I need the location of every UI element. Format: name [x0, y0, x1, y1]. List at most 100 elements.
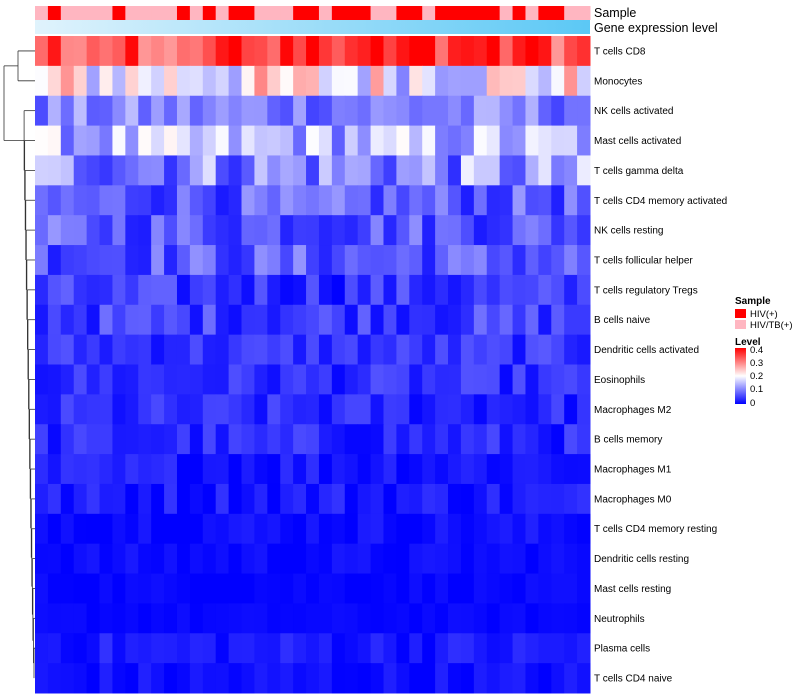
- heatmap-cell: [473, 513, 488, 545]
- heatmap-cell: [383, 424, 397, 455]
- heatmap-cell: [73, 663, 88, 694]
- sample-annotation-cell: [564, 6, 578, 20]
- heatmap-cell: [409, 155, 423, 186]
- heatmap-cell: [512, 454, 526, 485]
- heatmap-cell: [396, 95, 410, 127]
- heatmap-cell: [280, 394, 294, 425]
- heatmap-cell: [306, 65, 320, 97]
- heatmap-cell: [473, 185, 488, 216]
- heatmap-cell: [202, 573, 217, 604]
- heatmap-cell: [383, 274, 397, 306]
- heatmap-cell: [525, 663, 539, 694]
- heatmap-cell: [280, 125, 294, 156]
- row-label: NK cells activated: [594, 106, 673, 117]
- row-label: Neutrophils: [594, 614, 645, 625]
- heatmap-cell: [448, 483, 462, 515]
- heatmap-cell: [409, 513, 423, 545]
- heatmap-cell: [357, 483, 372, 515]
- heatmap-cell: [460, 215, 475, 246]
- heatmap-cell: [396, 364, 410, 395]
- heatmap-cell: [435, 245, 449, 276]
- heatmap-cell: [486, 215, 501, 246]
- heatmap-cell: [202, 483, 217, 515]
- heatmap-cell: [267, 454, 281, 485]
- heatmap-cell: [318, 394, 333, 425]
- heatmap-cell: [473, 483, 488, 515]
- heatmap-cell: [241, 125, 255, 156]
- heatmap-cell: [422, 633, 436, 664]
- heatmap-cell: [460, 663, 475, 694]
- heatmap-cell: [280, 155, 294, 186]
- heatmap-cell: [215, 155, 230, 186]
- heatmap-cell: [176, 513, 191, 545]
- heatmap-cell: [357, 155, 372, 186]
- heatmap-cell: [538, 65, 552, 97]
- heatmap-cell: [331, 274, 346, 306]
- heatmap-cell: [151, 513, 165, 545]
- sample-annotation-cell: [370, 6, 384, 20]
- heatmap-cell: [525, 36, 539, 67]
- heatmap-cell: [151, 543, 165, 575]
- heatmap-cell: [164, 513, 178, 545]
- heatmap-cell: [499, 95, 514, 127]
- heatmap-cell: [538, 274, 552, 306]
- heatmap-cell: [164, 36, 178, 67]
- heatmap-cell: [202, 245, 217, 276]
- heatmap-cell: [280, 274, 294, 306]
- heatmap-cells: [35, 36, 591, 694]
- heatmap-cell: [112, 424, 126, 455]
- heatmap-cell: [138, 424, 152, 455]
- heatmap-cell: [86, 274, 101, 306]
- sample-annotation-cell: [409, 6, 423, 20]
- heatmap-cell: [460, 424, 475, 455]
- heatmap-cell: [331, 573, 346, 604]
- heatmap-cell: [370, 573, 384, 604]
- heatmap-cell: [99, 543, 113, 575]
- heatmap-cell: [499, 215, 514, 246]
- heatmap-cell: [448, 573, 462, 604]
- heatmap-cell: [331, 394, 346, 425]
- heatmap-cell: [176, 454, 191, 485]
- heatmap-cell: [435, 454, 449, 485]
- heatmap-cell: [538, 633, 552, 664]
- heatmap-cell: [189, 334, 204, 365]
- heatmap-cell: [47, 95, 62, 127]
- heatmap-cell: [151, 334, 165, 365]
- heatmap-cell: [60, 603, 75, 634]
- heatmap-cell: [473, 65, 488, 97]
- heatmap-cell: [577, 215, 591, 246]
- heatmap-cell: [35, 454, 49, 485]
- heatmap-cell: [435, 125, 449, 156]
- heatmap-cell: [86, 65, 101, 97]
- heatmap-cell: [448, 65, 462, 97]
- heatmap-cell: [99, 364, 113, 395]
- heatmap-cell: [525, 65, 539, 97]
- heatmap-cell: [318, 483, 333, 515]
- heatmap-cell: [215, 274, 230, 306]
- legend-label-hiv: HIV(+): [750, 309, 778, 320]
- heatmap-cell: [176, 274, 191, 306]
- heatmap-cell: [125, 95, 139, 127]
- heatmap-cell: [99, 483, 113, 515]
- heatmap-cell: [176, 364, 191, 395]
- heatmap-cell: [435, 424, 449, 455]
- heatmap-cell: [306, 633, 320, 664]
- heatmap-cell: [189, 36, 204, 67]
- heatmap-cell: [202, 513, 217, 545]
- heatmap-cell: [138, 483, 152, 515]
- heatmap-cell: [344, 215, 359, 246]
- heatmap-cell: [460, 454, 475, 485]
- heatmap-cell: [396, 65, 410, 97]
- heatmap-cell: [409, 185, 423, 216]
- heatmap-cell: [499, 65, 514, 97]
- heatmap-cell: [473, 304, 488, 336]
- heatmap-cell: [460, 334, 475, 365]
- heatmap-cell: [460, 65, 475, 97]
- heatmap-cell: [125, 424, 139, 455]
- heatmap-cell: [125, 454, 139, 485]
- row-label: T cells CD8: [594, 46, 646, 57]
- heatmap-cell: [448, 304, 462, 336]
- heatmap-cell: [538, 155, 552, 186]
- heatmap-cell: [512, 274, 526, 306]
